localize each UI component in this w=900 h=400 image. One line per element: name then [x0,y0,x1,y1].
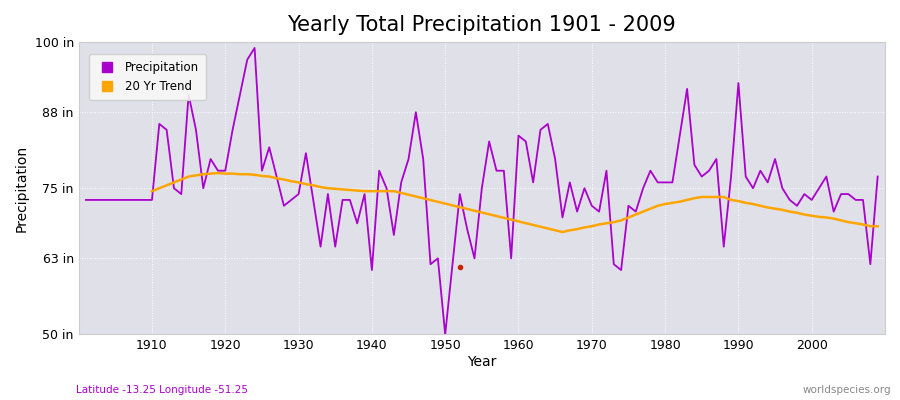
Text: Latitude -13.25 Longitude -51.25: Latitude -13.25 Longitude -51.25 [76,385,248,395]
Title: Yearly Total Precipitation 1901 - 2009: Yearly Total Precipitation 1901 - 2009 [287,15,676,35]
Y-axis label: Precipitation: Precipitation [15,145,29,232]
X-axis label: Year: Year [467,355,497,369]
Legend: Precipitation, 20 Yr Trend: Precipitation, 20 Yr Trend [88,54,206,100]
Text: worldspecies.org: worldspecies.org [803,385,891,395]
